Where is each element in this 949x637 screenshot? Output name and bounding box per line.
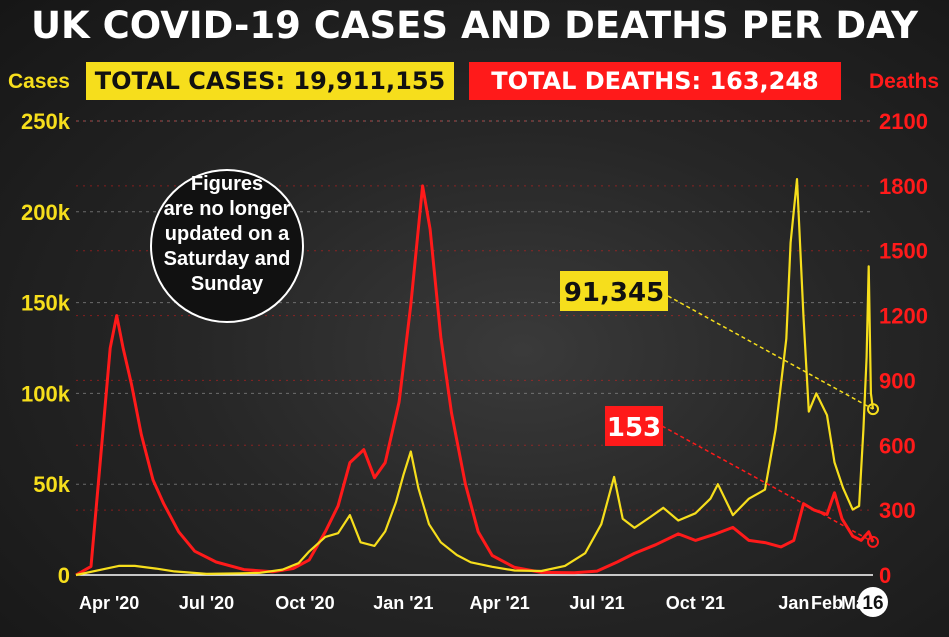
cases-series-line — [75, 178, 875, 577]
weekend-note-bubble — [150, 169, 304, 323]
right-tick-label: 900 — [879, 368, 916, 393]
deaths-callout-box — [605, 406, 663, 446]
deaths-series-line — [75, 184, 875, 577]
left-axis-title: Cases — [8, 70, 70, 93]
right-tick-label: 600 — [879, 433, 916, 458]
total-cases-banner: TOTAL CASES: 19,911,155 — [86, 62, 454, 100]
x-tick-label: Feb — [811, 593, 843, 613]
x-tick-label: Jul '20 — [179, 593, 234, 613]
right-tick-label: 1200 — [879, 304, 928, 329]
right-tick-label: 1500 — [879, 239, 928, 264]
cases-callout-leader — [667, 295, 874, 410]
cases-endpoint-marker — [867, 403, 879, 416]
left-tick-label: 250k — [21, 109, 71, 134]
deaths-callout-label: 153 — [607, 413, 661, 443]
deaths-callout-leader — [661, 425, 874, 543]
right-tick-label: 0 — [879, 563, 891, 588]
x-tick-label: Jan — [778, 593, 809, 613]
weekend-note-line: Figures — [191, 173, 263, 195]
current-day-marker — [858, 587, 888, 617]
deaths-endpoint-marker — [867, 535, 879, 548]
left-tick-label: 0 — [58, 563, 70, 588]
x-tick-label: 16 — [862, 593, 883, 614]
x-tick-label: Apr '20 — [79, 593, 139, 613]
right-tick-label: 300 — [879, 498, 916, 523]
right-axis-title: Deaths — [868, 70, 939, 93]
weekend-note-line: Sunday — [191, 273, 264, 295]
total-deaths-banner: TOTAL DEATHS: 163,248 — [469, 62, 841, 100]
x-tick-label: Jul '21 — [569, 593, 624, 613]
weekend-note-line: updated on a — [165, 223, 290, 245]
x-tick-label: Oct '20 — [275, 593, 334, 613]
x-tick-label: Apr '21 — [469, 593, 529, 613]
x-tick-label: Jan '21 — [373, 593, 433, 613]
left-tick-label: 100k — [21, 381, 71, 406]
weekend-note-line: Saturday and — [164, 248, 291, 270]
x-tick-label: Oct '21 — [666, 593, 725, 613]
weekend-note-line: are no longer — [164, 198, 291, 220]
left-tick-label: 200k — [21, 200, 71, 225]
left-tick-label: 50k — [33, 472, 70, 497]
cases-callout-label: 91,345 — [564, 278, 664, 308]
chart-title: UK COVID-19 CASES AND DEATHS PER DAY — [30, 4, 919, 47]
right-tick-label: 2100 — [879, 109, 928, 134]
cases-callout-box — [560, 271, 668, 311]
left-tick-label: 150k — [21, 291, 71, 316]
right-tick-label: 1800 — [879, 174, 928, 199]
